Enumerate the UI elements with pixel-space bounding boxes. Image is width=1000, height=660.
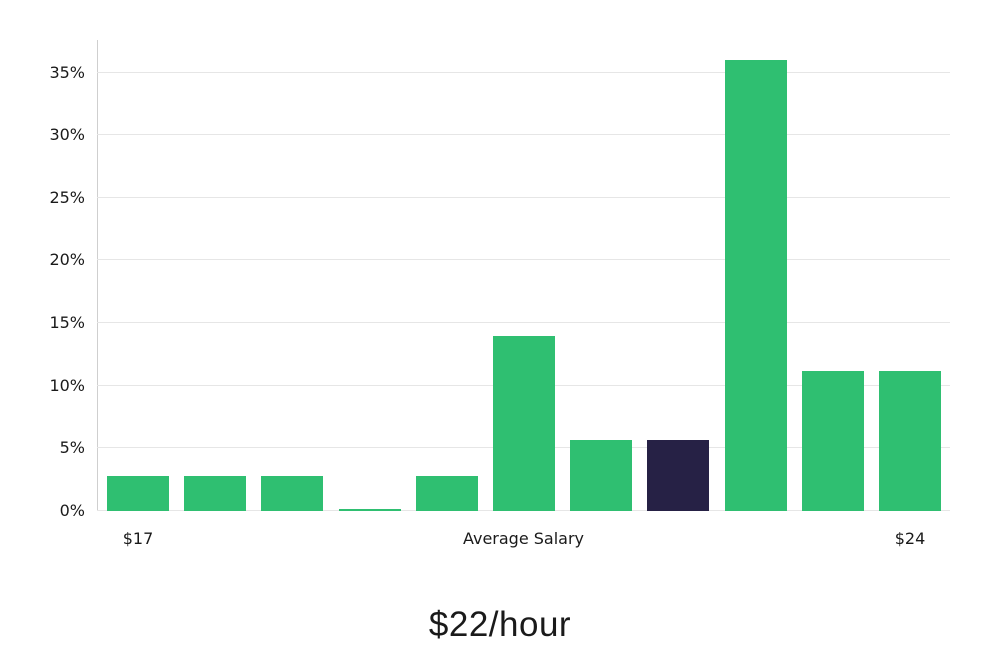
gridline (97, 259, 950, 261)
gridline (97, 196, 950, 198)
y-axis-tick-label: 30% (49, 125, 85, 145)
bar (338, 509, 401, 511)
x-axis-label: $24 (894, 529, 926, 548)
gridline (97, 134, 950, 136)
gridline (97, 322, 950, 324)
bar (801, 370, 864, 511)
chart-title: $22/hour (428, 605, 572, 644)
bar-highlighted (647, 440, 710, 511)
bar (493, 335, 555, 511)
bar (879, 370, 941, 511)
bar (570, 440, 633, 511)
x-axis-label: Average Salary (462, 529, 585, 548)
y-axis-tick-label: 35% (49, 62, 85, 82)
y-axis-tick-label: 0% (59, 501, 85, 520)
bar (261, 475, 324, 511)
gridline (97, 71, 950, 73)
bar (184, 475, 247, 511)
y-axis-line (97, 40, 98, 511)
y-axis-tick-label: 15% (49, 313, 85, 333)
bar (107, 475, 169, 511)
x-axis: $17 Average Salary $24 (97, 529, 950, 557)
plot-area (97, 40, 950, 511)
y-axis-tick-label: 5% (59, 438, 85, 458)
x-axis-label: $17 (122, 529, 154, 548)
y-axis-tick-label: 20% (49, 250, 85, 270)
bar (724, 60, 787, 511)
y-axis-tick-label: 10% (49, 375, 85, 395)
y-axis-tick-label: 25% (49, 187, 85, 207)
y-axis: 0% 5% 10% 15% 20% 25% 30% 35% (0, 40, 85, 518)
bar (415, 475, 478, 511)
